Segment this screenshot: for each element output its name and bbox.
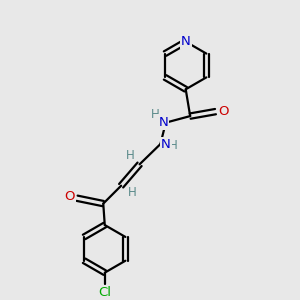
Text: N: N <box>158 116 168 128</box>
Text: O: O <box>64 190 75 203</box>
Text: H: H <box>169 139 177 152</box>
Text: N: N <box>181 35 190 48</box>
Text: O: O <box>219 105 229 118</box>
Text: H: H <box>151 108 160 121</box>
Text: N: N <box>161 138 171 151</box>
Text: H: H <box>128 186 137 199</box>
Text: H: H <box>126 149 134 163</box>
Text: Cl: Cl <box>98 286 111 299</box>
